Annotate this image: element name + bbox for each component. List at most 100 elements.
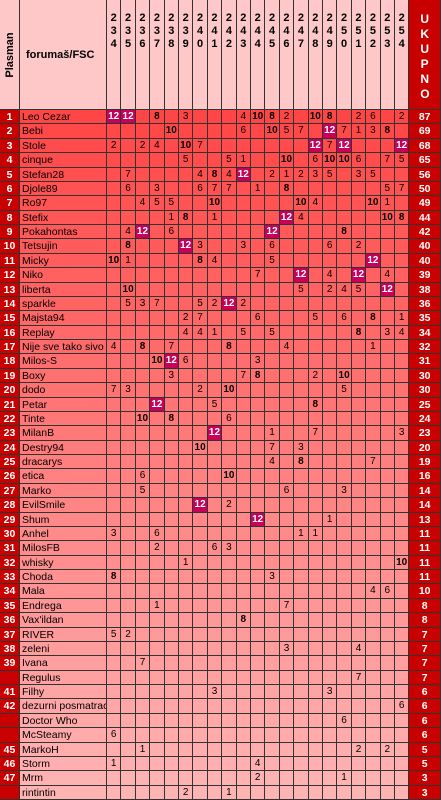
score-cell [337, 397, 352, 412]
score-cell [222, 239, 237, 254]
score-cell [351, 440, 367, 455]
score-cell [366, 325, 381, 340]
score-cell [107, 124, 122, 139]
score-cell [179, 268, 194, 283]
score-cell [236, 253, 251, 269]
score-cell [236, 210, 251, 225]
score-cell [193, 771, 208, 786]
score-cell [380, 498, 395, 513]
score-cell [395, 541, 410, 556]
score-cell [150, 282, 165, 297]
score-cell [164, 296, 179, 312]
rank-cell [0, 728, 20, 743]
score-cell [107, 167, 122, 182]
column-header-text: 249 [326, 12, 333, 50]
score-cell [380, 713, 395, 729]
score-cell [107, 742, 122, 757]
score-cell: 1 [150, 598, 165, 614]
score-cell [179, 181, 194, 197]
score-cell [351, 685, 367, 700]
score-cell [179, 368, 194, 384]
score-cell [395, 282, 410, 297]
score-cell [308, 498, 323, 513]
score-cell: 2 [179, 311, 194, 326]
score-cell: 6 [308, 153, 323, 168]
score-cell [366, 138, 381, 154]
name-cell: Choda [20, 570, 107, 585]
score-cell [351, 296, 367, 312]
score-cell [351, 368, 367, 384]
score-cell [150, 670, 165, 685]
score-cell [294, 354, 309, 369]
score-cell: 10 [251, 110, 266, 125]
score-cell [380, 613, 395, 628]
score-cell [207, 354, 223, 369]
score-cell [395, 584, 410, 599]
score-cell [207, 613, 223, 628]
score-cell [193, 268, 208, 283]
score-cell [236, 541, 251, 556]
score-cell: 8 [179, 210, 194, 225]
score-cell [294, 584, 309, 599]
score-cell: 7 [380, 153, 395, 168]
score-cell: 7 [193, 138, 208, 154]
score-cell [207, 469, 223, 484]
score-cell [193, 153, 208, 168]
score-cell [265, 512, 280, 527]
score-cell: 8 [294, 455, 309, 470]
score-cell: 6 [164, 225, 179, 240]
score-cell [150, 253, 165, 269]
score-cell [351, 512, 367, 527]
score-cell: 6 [121, 181, 136, 197]
score-cell [222, 756, 237, 772]
rank-cell: 16 [0, 325, 20, 340]
rank-cell: 11 [0, 253, 20, 269]
rank-cell: 25 [0, 455, 20, 470]
score-cell [207, 641, 223, 657]
score-cell [251, 742, 266, 757]
score-cell: 3 [150, 181, 165, 197]
score-cell [222, 368, 237, 384]
column-header-text: 238 [168, 12, 175, 50]
score-cell [265, 483, 280, 499]
score-cell [380, 426, 395, 441]
score-cell [164, 110, 179, 125]
score-cell [107, 268, 122, 283]
score-cell [236, 713, 251, 729]
rank-cell: 42 [0, 699, 20, 714]
score-cell [150, 153, 165, 168]
score-cell [222, 282, 237, 297]
score-cell [222, 627, 237, 642]
score-cell: 2 [251, 771, 266, 786]
score-cell: 8 [222, 340, 237, 355]
score-cell [366, 541, 381, 556]
score-cell [121, 354, 136, 369]
score-cell: 5 [265, 325, 280, 340]
score-cell [279, 268, 295, 283]
score-cell [251, 397, 266, 412]
score-cell [150, 627, 165, 642]
name-cell: etica [20, 469, 107, 484]
score-cell [308, 641, 323, 657]
score-cell [308, 124, 323, 139]
rank-cell: 33 [0, 570, 20, 585]
score-cell [308, 728, 323, 743]
score-cell [380, 253, 395, 269]
score-cell: 1 [351, 124, 367, 139]
score-cell [164, 167, 179, 182]
rank-cell: 15 [0, 311, 20, 326]
score-cell: 4 [294, 210, 309, 225]
score-cell [179, 440, 194, 455]
score-cell [337, 570, 352, 585]
score-cell [366, 239, 381, 254]
score-cell [222, 354, 237, 369]
score-cell [107, 210, 122, 225]
total-cell: 20 [409, 440, 441, 455]
score-cell [193, 584, 208, 599]
score-cell [323, 325, 338, 340]
score-cell: 7 [323, 138, 338, 154]
column-header: 247 [294, 0, 309, 110]
column-header-text: 245 [269, 12, 276, 50]
score-cell [135, 670, 151, 685]
score-cell [337, 253, 352, 269]
